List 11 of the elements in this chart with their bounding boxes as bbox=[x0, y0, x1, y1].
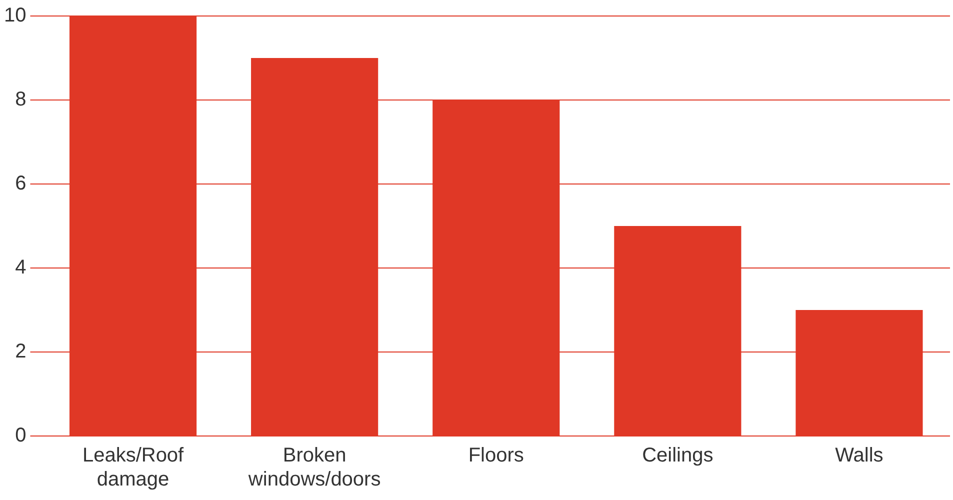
y-tick-label: 0 bbox=[15, 424, 26, 447]
x-tick-label: Leaks/Roof damage bbox=[82, 444, 184, 491]
y-tick-label: 2 bbox=[15, 340, 26, 363]
x-tick-label: Walls bbox=[835, 444, 884, 467]
y-tick-label: 10 bbox=[4, 4, 26, 27]
x-tick-label: Broken windows/doors bbox=[247, 444, 381, 491]
y-tick-label: 6 bbox=[15, 172, 26, 195]
y-tick-label: 8 bbox=[15, 88, 26, 111]
x-tick-label: Ceilings bbox=[642, 444, 714, 467]
y-tick-label: 4 bbox=[15, 256, 26, 279]
x-tick-label: Floors bbox=[468, 444, 524, 467]
